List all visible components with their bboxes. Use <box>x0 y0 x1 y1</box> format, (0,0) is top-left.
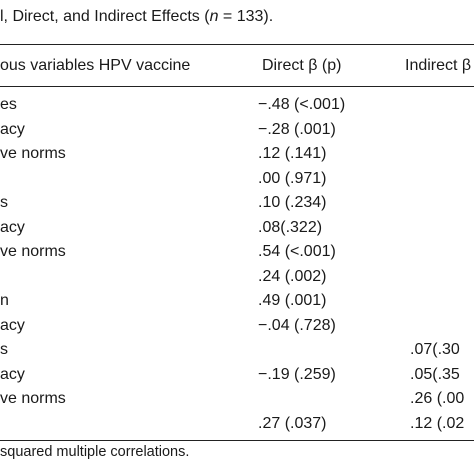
table-row: .27 (.037) .12 (.02 <box>0 415 474 440</box>
table-body: es −.48 (<.001) acy −.28 (.001) ve norms .12 … <box>0 96 474 439</box>
row-direct: .00 (.971) <box>258 169 327 187</box>
table-row: .00 (.971) <box>0 170 474 195</box>
bottom-rule <box>0 440 474 441</box>
top-rule <box>0 44 474 45</box>
table-row: es −.48 (<.001) <box>0 96 474 121</box>
row-label: ve norms <box>0 390 66 407</box>
table-row: s .10 (.234) <box>0 194 474 219</box>
row-label: acy <box>0 218 25 236</box>
table-row: acy −.19 (.259) .05(.35 <box>0 366 474 391</box>
row-direct: .24 (.002) <box>258 267 327 285</box>
caption-n: n <box>209 8 219 25</box>
table-row: n .49 (.001) <box>0 292 474 317</box>
row-label: ve norms <box>0 243 66 260</box>
row-direct: .54 (<.001) <box>258 243 336 260</box>
table-caption: l, Direct, and Indirect Effects (n = 133… <box>0 8 273 26</box>
row-label: ve norms <box>0 145 66 162</box>
table-row: acy −.04 (.728) <box>0 317 474 342</box>
row-label: s <box>0 341 8 358</box>
table-row: acy −.28 (.001) <box>0 121 474 146</box>
table-row: ve norms .54 (<.001) <box>0 243 474 268</box>
header-indirect: Indirect β <box>405 57 472 74</box>
row-direct: −.04 (.728) <box>258 316 336 334</box>
table-note: squared multiple correlations. <box>0 444 190 460</box>
row-label: es <box>0 96 17 113</box>
caption-text: l, Direct, and Indirect Effects ( <box>0 8 210 25</box>
row-indirect: .12 (.02 <box>410 414 465 432</box>
row-indirect: .07(.30 <box>410 341 460 358</box>
row-label: acy <box>0 365 25 383</box>
caption-n-value: = 133). <box>218 8 274 25</box>
row-indirect: .05(.35 <box>410 365 460 383</box>
header-rule <box>0 86 474 87</box>
row-direct: −.28 (.001) <box>258 120 336 138</box>
row-label: acy <box>0 120 25 138</box>
header-variables: ous variables HPV vaccine <box>0 57 191 74</box>
row-label: s <box>0 194 8 211</box>
row-direct: −.19 (.259) <box>258 365 336 383</box>
row-direct: .08(.322) <box>258 218 323 236</box>
row-indirect: .26 (.00 <box>410 390 465 407</box>
row-direct: .10 (.234) <box>258 194 327 211</box>
row-direct: .27 (.037) <box>258 414 327 432</box>
table-row: ve norms .12 (.141) <box>0 145 474 170</box>
table-header: ous variables HPV vaccine Direct β (p) I… <box>0 57 474 79</box>
table-row: acy .08(.322) <box>0 219 474 244</box>
header-direct: Direct β (p) <box>262 57 342 74</box>
table-row: s .07(.30 <box>0 341 474 366</box>
row-direct: .12 (.141) <box>258 145 327 162</box>
table-row: ve norms .26 (.00 <box>0 390 474 415</box>
row-direct: −.48 (<.001) <box>258 96 346 113</box>
row-label: n <box>0 292 9 309</box>
row-direct: .49 (.001) <box>258 292 327 309</box>
row-label: acy <box>0 316 25 334</box>
table-row: .24 (.002) <box>0 268 474 293</box>
